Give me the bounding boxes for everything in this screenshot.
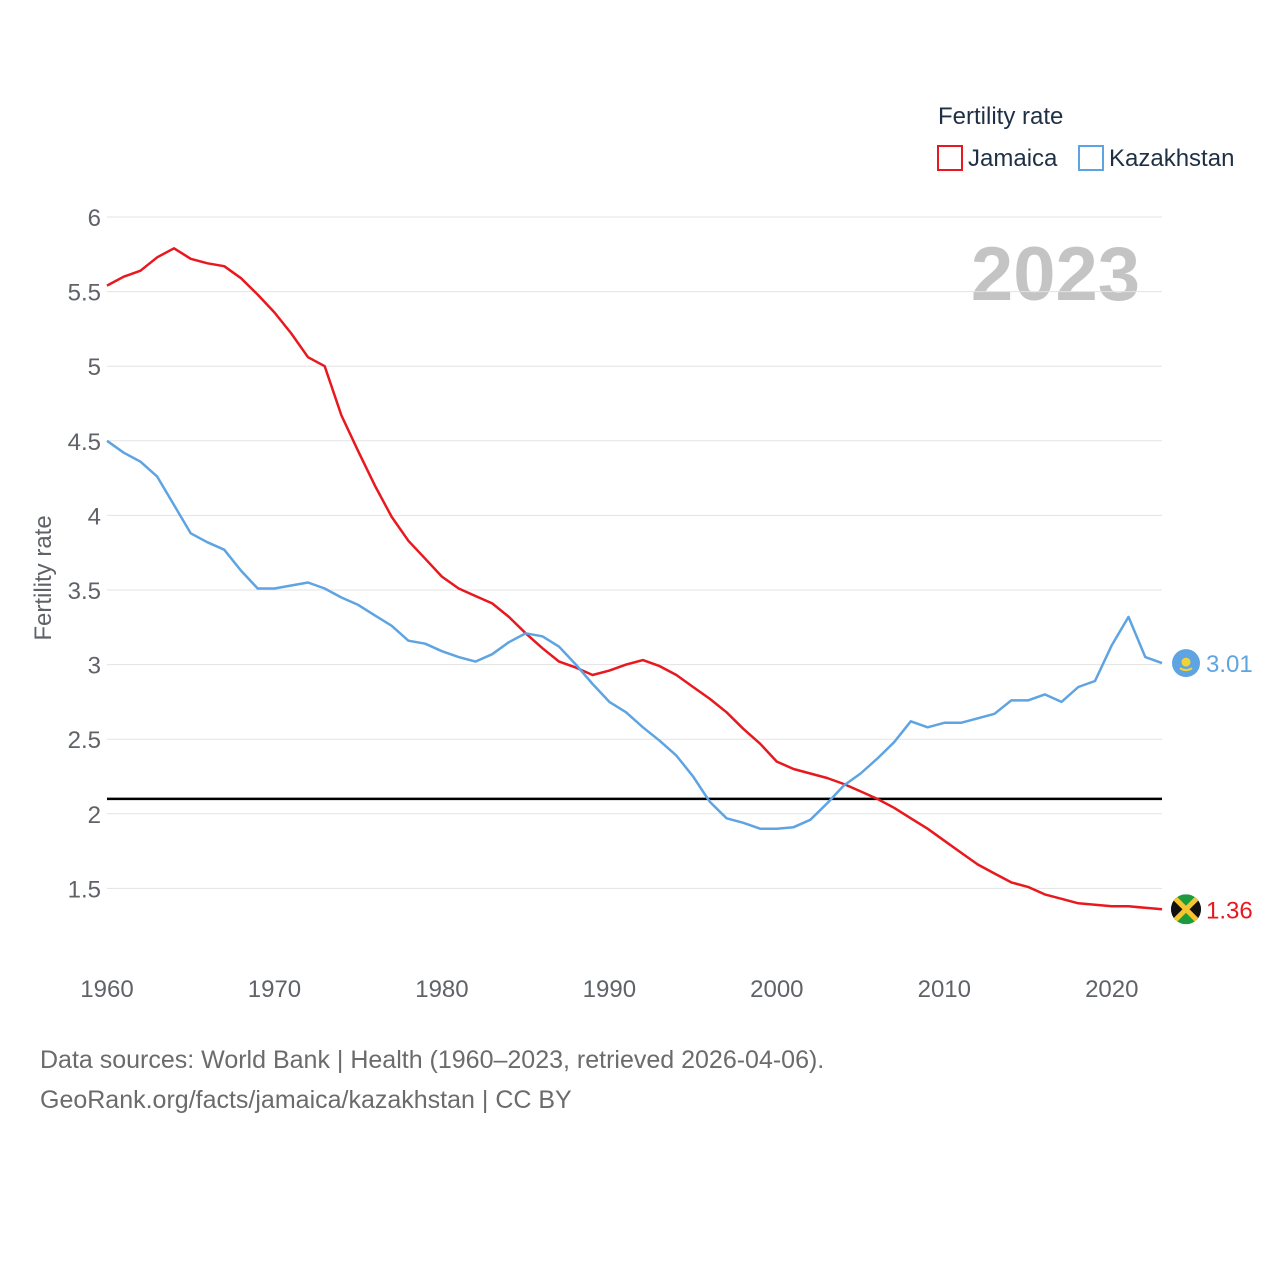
jamaica-flag-icon <box>1171 894 1201 925</box>
legend-label-kazakhstan[interactable]: Kazakhstan <box>1109 145 1234 172</box>
series-line-kazakhstan[interactable] <box>106 439 1163 830</box>
data-source-note: Data sources: World Bank | Health (1960–… <box>40 1046 824 1074</box>
x-tick-label: 2020 <box>1085 976 1138 1003</box>
x-tick-label: 1990 <box>583 976 636 1003</box>
y-axis: 1.5 2 2.5 3 3.5 4 4.5 5 5.5 6 <box>68 205 101 903</box>
y-tick-label: 4 <box>88 503 101 530</box>
y-tick-label: 2 <box>88 802 101 829</box>
y-axis-title: Fertility rate <box>30 515 57 640</box>
y-tick-label: 4.5 <box>68 429 101 456</box>
legend: Fertility rate Jamaica Kazakhstan <box>937 103 1234 172</box>
y-tick-label: 3 <box>88 653 101 680</box>
y-tick-label: 5.5 <box>68 280 101 307</box>
legend-swatch-kazakhstan[interactable] <box>1078 145 1104 171</box>
series <box>106 247 1163 911</box>
x-axis: 1960 1970 1980 1990 2000 2010 2020 <box>80 976 1138 1003</box>
legend-title: Fertility rate <box>938 103 1063 130</box>
y-tick-label: 6 <box>88 205 101 232</box>
end-label-jamaica: 1.36 <box>1206 897 1253 924</box>
y-tick-label: 3.5 <box>68 578 101 605</box>
kazakhstan-flag-icon <box>1172 649 1200 678</box>
end-label-kazakhstan: 3.01 <box>1206 651 1253 678</box>
gridlines <box>107 216 1162 889</box>
y-tick-label: 2.5 <box>68 727 101 754</box>
end-markers: 3.01 1.36 <box>1171 649 1253 925</box>
x-tick-label: 2010 <box>918 976 971 1003</box>
y-tick-label: 1.5 <box>68 876 101 903</box>
attribution-link[interactable]: GeoRank.org/facts/jamaica/kazakhstan | C… <box>40 1086 572 1114</box>
legend-label-jamaica[interactable]: Jamaica <box>968 145 1058 172</box>
y-tick-label: 5 <box>88 354 101 381</box>
year-label: 2023 <box>971 232 1140 317</box>
x-tick-label: 2000 <box>750 976 803 1003</box>
x-tick-label: 1960 <box>80 976 133 1003</box>
x-tick-label: 1970 <box>248 976 301 1003</box>
x-tick-label: 1980 <box>415 976 468 1003</box>
legend-swatch-jamaica[interactable] <box>937 145 963 171</box>
series-line-jamaica[interactable] <box>106 247 1163 911</box>
